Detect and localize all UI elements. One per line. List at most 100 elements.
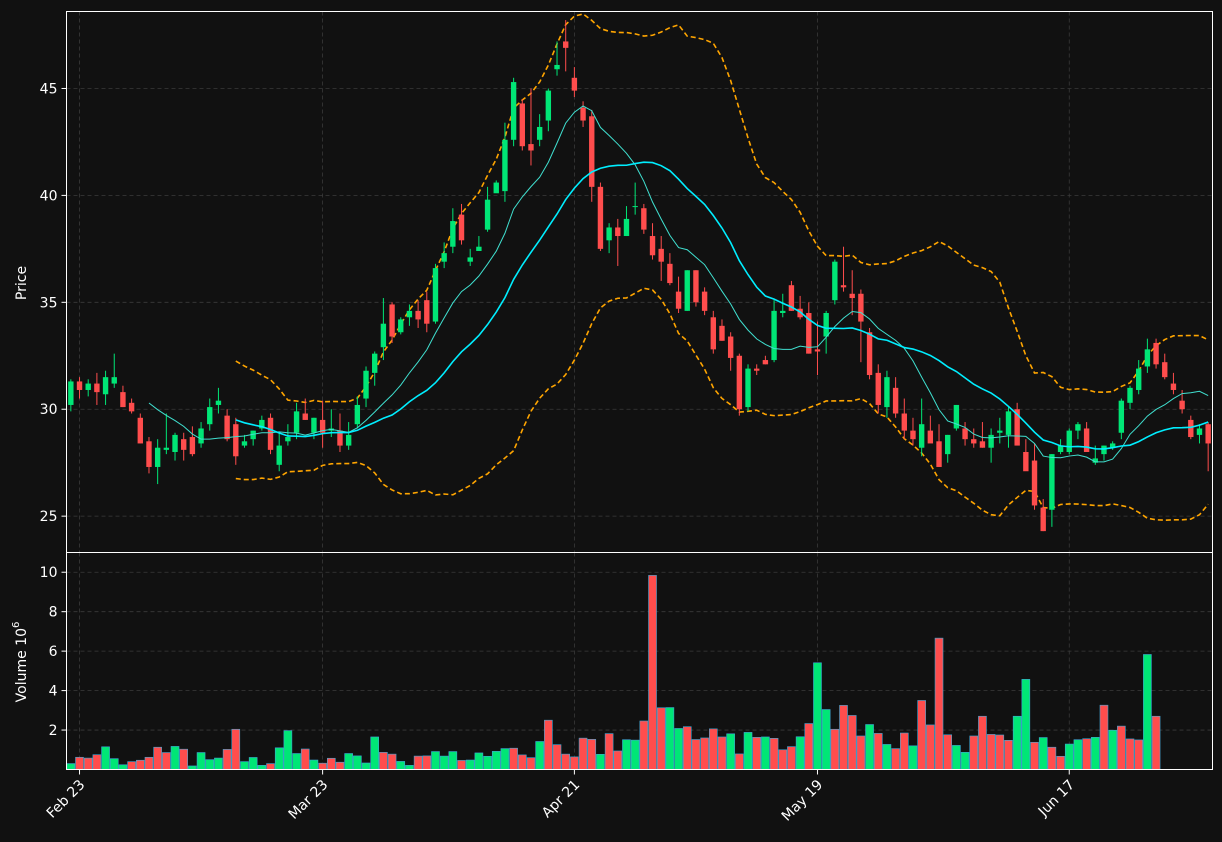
candle-body [962,428,968,440]
volume-bar [127,761,136,770]
volume-bar [448,751,458,770]
volume-bar [908,745,918,770]
candle-body [780,310,786,314]
volume-bar [413,755,423,770]
candle-body [849,293,855,299]
volume-bar [344,753,353,770]
volume-bar [1030,741,1039,770]
price-tick-label: 25 [40,509,58,525]
fast-ma-line [148,105,1209,463]
candle-body [415,310,421,320]
volume-y-axis: 2 4 6 8 10 [40,565,67,739]
volume-bar [196,752,206,770]
candle-body [432,268,439,322]
volume-bar [109,758,119,770]
candle-body [1049,454,1055,510]
candle-body [623,218,630,237]
candle-body [866,332,873,376]
volume-bar [1038,737,1048,770]
volume-bar [396,761,406,770]
candle-body [302,413,308,420]
volume-bar [561,753,570,770]
volume-bar [882,744,892,770]
candle-body [693,270,699,303]
candle-body [519,103,525,147]
volume-bar [656,707,666,770]
volume-bar [900,732,909,770]
candle-body [1153,342,1159,365]
candle-body [354,404,361,425]
price-axis-label: Price [14,266,30,300]
candle-body [337,430,343,446]
candle-body [1144,349,1151,367]
volume-bar [66,763,76,770]
candle-body [510,82,517,140]
volume-bar [491,751,501,770]
volume-bar [483,755,492,770]
volume-bar [821,709,831,770]
volume-bar [1151,715,1161,770]
volume-bar [873,733,883,770]
candle-body [1196,428,1203,435]
candle-body [1118,400,1125,433]
volume-axis-label: Volume 106 [11,622,30,703]
volume-bar [75,756,84,770]
candle-body [945,434,951,455]
candle-body [1066,430,1072,452]
candle-body [1109,443,1116,448]
candle-body [606,227,612,241]
volume-bar [717,736,727,770]
volume-bar [674,728,683,770]
candle-body [1057,445,1064,452]
volume-bar [1091,737,1100,770]
volume-bar [622,739,631,770]
volume-bar [1117,725,1126,770]
volume-bar [370,736,379,770]
volume-bar [813,662,822,770]
volume-bar [387,753,397,770]
candle-body [754,368,760,371]
candle-body [806,313,812,354]
volume-axis-label-exponent: 6 [11,622,22,628]
volume-bar [474,752,484,770]
bollinger-upper-line [235,13,1209,404]
volume-bar [960,752,970,770]
candle-body [771,310,777,361]
price-panel: 25 30 35 40 45 Price [14,11,1213,553]
volume-bar [248,757,258,770]
candle-body [85,383,91,390]
candle-body [233,424,239,457]
bollinger-bands [235,13,1209,522]
volume-bar [639,720,649,770]
volume-bar [700,737,709,770]
candle-body [1031,460,1038,506]
volume-bar [1134,739,1143,770]
candle-body [484,199,491,230]
volume-bar [934,637,944,770]
volume-bar [865,724,874,770]
bollinger-lower-line [235,287,1209,522]
candle-body [502,139,508,192]
candle-body [936,441,942,467]
candle-body [345,434,352,446]
volume-tick-label: 4 [49,684,58,700]
volume-bar [952,745,961,770]
candle-body [172,434,178,452]
candle-body [372,353,378,373]
volume-bar [526,757,536,770]
volume-bar [804,723,814,770]
volume-bar [691,739,701,770]
candle-body [363,370,369,399]
candle-body [823,313,829,337]
candle-body [1162,362,1168,378]
candle-body [1179,400,1185,410]
volume-bar [300,748,310,770]
candle-body [858,293,864,322]
candle-body [710,317,716,350]
volume-tick-label: 8 [49,605,58,621]
volume-bar [379,752,388,770]
candle-body [398,319,404,333]
slow-ma-line [235,161,1209,450]
candle-body [649,236,656,256]
